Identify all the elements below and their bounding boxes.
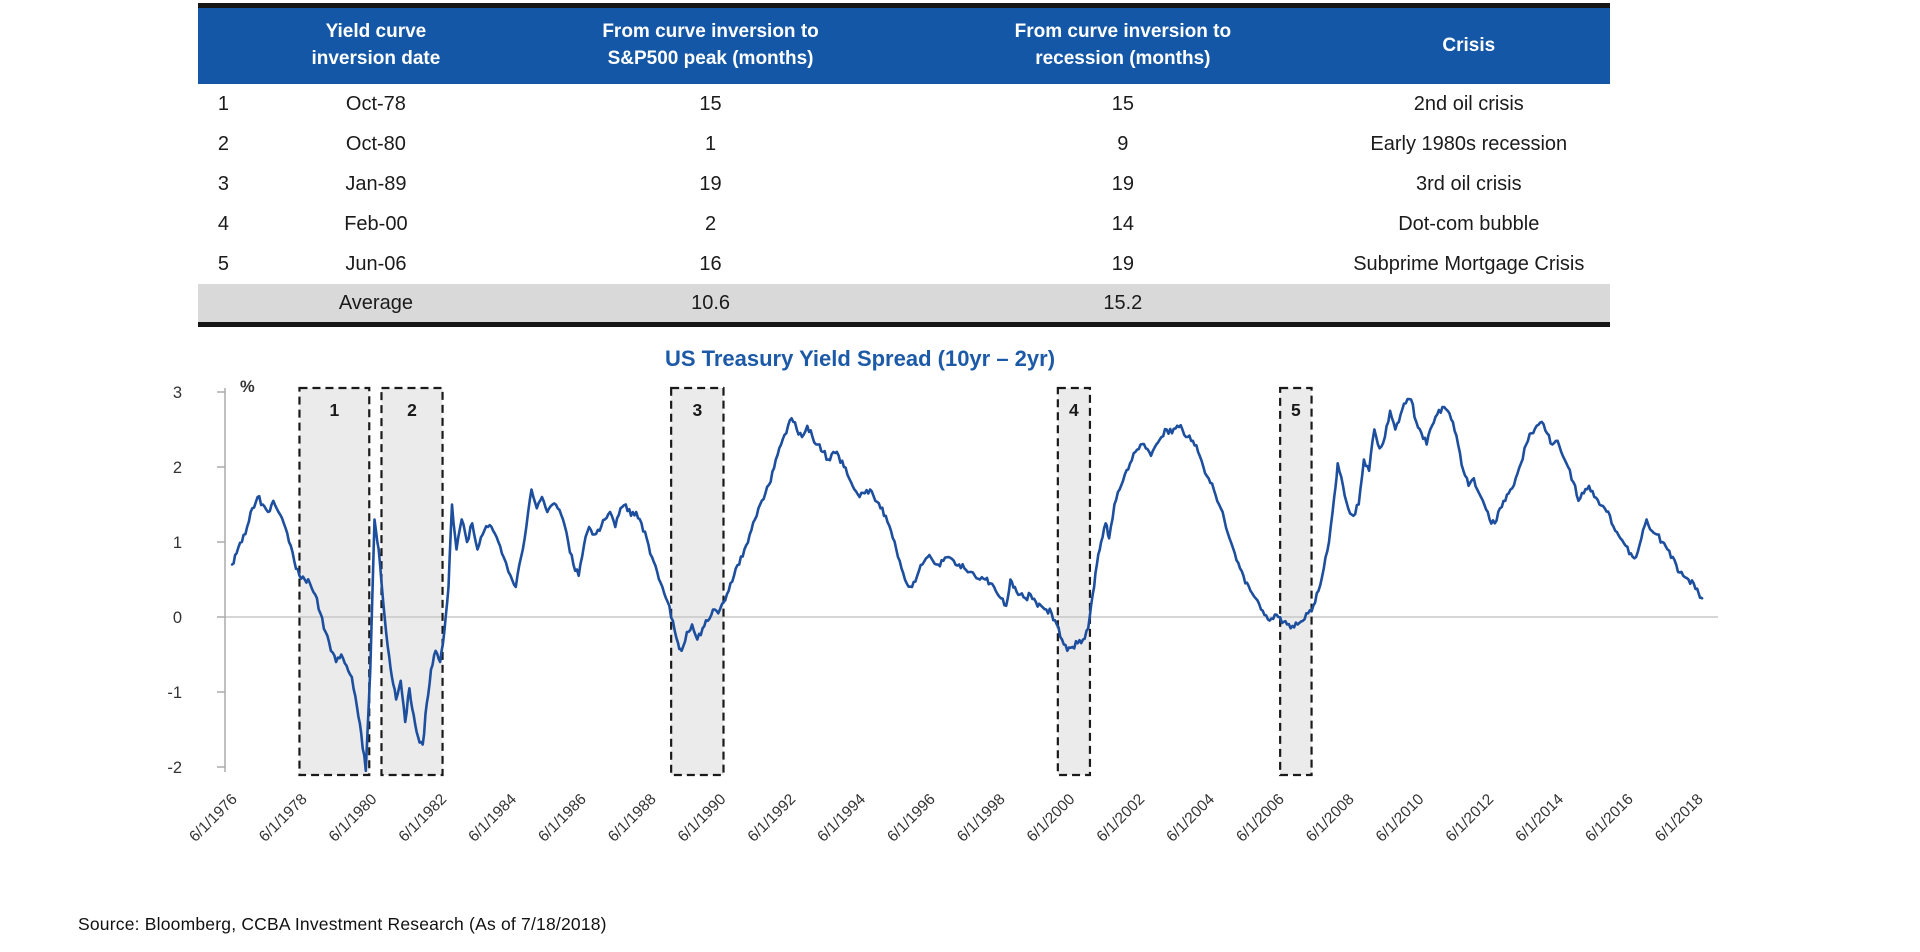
table-header-cell: Yield curve inversion date	[248, 8, 503, 84]
table-cell-num: 5	[198, 244, 249, 284]
x-axis-label: 6/1/2004	[1163, 791, 1218, 846]
inversion-history-table: Yield curve inversion date From curve inv…	[198, 8, 1610, 322]
table-cell-crisis: Early 1980s recession	[1327, 124, 1610, 164]
average-cell-recession: 15.2	[918, 284, 1328, 322]
inversion-region-4-border	[1056, 386, 1092, 777]
x-axis-label: 6/1/2000	[1024, 791, 1079, 846]
table-header-cell: From curve inversion to recession (month…	[918, 8, 1328, 84]
x-axis-label: 6/1/1996	[884, 791, 939, 846]
table-cell-crisis: 2nd oil crisis	[1327, 84, 1610, 124]
inversion-region-2-label: 2	[407, 400, 417, 420]
table-cell-recession: 9	[918, 124, 1328, 164]
y-axis-label: 0	[173, 609, 182, 627]
x-axis-label: 6/1/2002	[1094, 791, 1149, 846]
y-axis-label: 3	[173, 384, 182, 402]
x-axis-label: 6/1/2008	[1303, 791, 1358, 846]
table-row: 5 Jun-06 16 19 Subprime Mortgage Crisis	[198, 244, 1610, 284]
x-axis-label: 6/1/1982	[396, 791, 451, 846]
x-axis-label: 6/1/2016	[1582, 791, 1637, 846]
table-row: 3 Jan-89 19 19 3rd oil crisis	[198, 164, 1610, 204]
table-cell-sp500_peak: 15	[502, 84, 919, 124]
table-cell-sp500_peak: 19	[502, 164, 919, 204]
y-axis-label: 1	[173, 534, 182, 552]
inversion-region-5-fill	[1280, 388, 1312, 775]
x-axis-label: 6/1/2012	[1443, 791, 1498, 846]
y-axis-label: 2	[173, 459, 182, 477]
x-axis-label: 6/1/2006	[1233, 791, 1288, 846]
inversion-history-table-wrap: Yield curve inversion date From curve inv…	[198, 3, 1610, 327]
average-cell-date: Average	[248, 284, 503, 322]
chart-title: US Treasury Yield Spread (10yr – 2yr)	[664, 346, 1056, 371]
average-row: Average 10.6 15.2	[198, 284, 1610, 322]
table-cell-sp500_peak: 1	[502, 124, 919, 164]
x-axis-label: 6/1/2018	[1652, 791, 1707, 846]
table-cell-num: 4	[198, 204, 249, 244]
table-cell-date: Jun-06	[248, 244, 503, 284]
yield-spread-chart: 3 2 1 0 -1 -2% 1 2 3 4 5 6/1/1976 6/1/1978 6/1/1980 6/…	[167, 378, 1718, 846]
y-axis-label: -2	[167, 759, 182, 777]
table-cell-recession: 14	[918, 204, 1328, 244]
inversion-region-1-border	[298, 386, 371, 777]
inversion-region-1-label: 1	[329, 400, 339, 420]
table-row: 1 Oct-78 15 15 2nd oil crisis	[198, 84, 1610, 124]
x-axis-label: 6/1/1988	[605, 791, 660, 846]
percent-unit-label: %	[240, 378, 255, 396]
table-cell-date: Oct-80	[248, 124, 503, 164]
x-axis-label: 6/1/1986	[535, 791, 590, 846]
table-header-cell: Crisis	[1327, 8, 1610, 84]
table-cell-date: Oct-78	[248, 84, 503, 124]
inversion-region-5-label: 5	[1291, 400, 1301, 420]
table-cell-sp500_peak: 2	[502, 204, 919, 244]
table-body: 1 Oct-78 15 15 2nd oil crisis 2 Oct-80 1 9 Early …	[198, 84, 1610, 322]
x-axis-label: 6/1/1984	[465, 791, 520, 846]
average-cell-crisis	[1327, 284, 1610, 322]
table-cell-date: Jan-89	[248, 164, 503, 204]
spread-line	[230, 397, 1704, 772]
x-axis-label: 6/1/2010	[1373, 791, 1428, 846]
x-axis-label: 6/1/1976	[186, 791, 241, 846]
x-axis-label: 6/1/1978	[256, 791, 311, 846]
table-header-cell	[198, 8, 249, 84]
table-cell-recession: 15	[918, 84, 1328, 124]
table-header-row: Yield curve inversion date From curve inv…	[198, 8, 1610, 84]
source-note: Source: Bloomberg, CCBA Investment Resea…	[78, 914, 607, 934]
table-cell-date: Feb-00	[248, 204, 503, 244]
table-row: 4 Feb-00 2 14 Dot-com bubble	[198, 204, 1610, 244]
table-cell-num: 3	[198, 164, 249, 204]
x-axis-label: 6/1/1980	[326, 791, 381, 846]
inversion-region-4-label: 4	[1069, 400, 1079, 420]
y-axis-label: -1	[167, 684, 182, 702]
average-cell-sp500_peak: 10.6	[502, 284, 919, 322]
inversion-region-3-fill	[671, 388, 724, 775]
x-axis-label: 6/1/1992	[745, 791, 800, 846]
table-header: Yield curve inversion date From curve inv…	[198, 8, 1610, 84]
inversion-region-4-fill	[1057, 388, 1090, 775]
x-axis-label: 6/1/1998	[954, 791, 1009, 846]
x-axis-label: 6/1/1990	[675, 791, 730, 846]
table-cell-crisis: Subprime Mortgage Crisis	[1327, 244, 1610, 284]
table-cell-crisis: Dot-com bubble	[1327, 204, 1610, 244]
x-axis-label: 6/1/1994	[814, 791, 869, 846]
inversion-region-3-border	[670, 386, 725, 777]
average-cell-num	[198, 284, 249, 322]
x-axis-label: 6/1/2014	[1512, 791, 1567, 846]
table-row: 2 Oct-80 1 9 Early 1980s recession	[198, 124, 1610, 164]
table-cell-recession: 19	[918, 244, 1328, 284]
table-cell-recession: 19	[918, 164, 1328, 204]
inversion-region-3-label: 3	[692, 400, 702, 420]
table-cell-crisis: 3rd oil crisis	[1327, 164, 1610, 204]
table-cell-sp500_peak: 16	[502, 244, 919, 284]
table-header-cell: From curve inversion to S&P500 peak (mon…	[502, 8, 919, 84]
inversion-region-5-border	[1279, 386, 1313, 777]
table-cell-num: 1	[198, 84, 249, 124]
table-cell-num: 2	[198, 124, 249, 164]
inversion-region-2-fill	[381, 388, 443, 775]
